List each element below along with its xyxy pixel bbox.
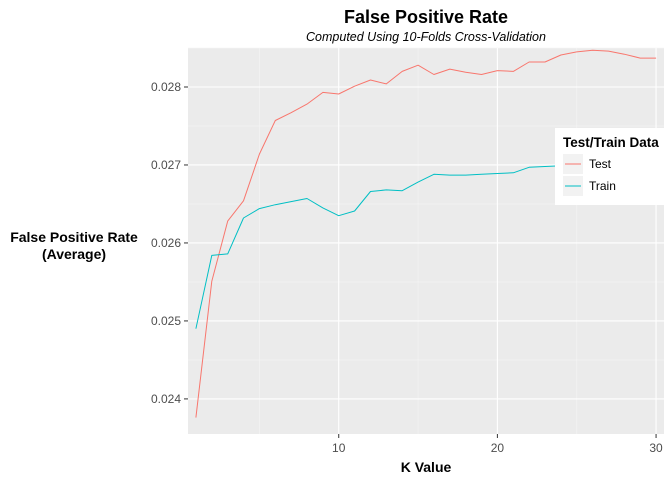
y-axis-title-line1: False Positive Rate [10,229,138,245]
legend-label-test: Test [589,157,612,171]
y-axis: 0.024 0.025 0.026 0.027 0.028 [151,80,188,406]
y-tick-label: 0.025 [151,314,181,328]
x-tick-label: 30 [649,441,663,455]
major-gridlines [188,48,664,434]
y-tick-label: 0.024 [151,392,181,406]
legend: Test/Train Data Test Train [555,128,672,205]
legend-label-train: Train [589,179,616,193]
x-tick-label: 10 [332,441,346,455]
y-tick-label: 0.027 [151,158,181,172]
legend-title: Test/Train Data [563,135,659,150]
x-tick-label: 20 [491,441,505,455]
x-axis-title: K Value [401,459,452,475]
chart-subtitle: Computed Using 10-Folds Cross-Validation [306,30,546,44]
x-axis: 10 20 30 [332,434,663,455]
y-axis-title-line2: (Average) [42,246,106,262]
y-tick-label: 0.026 [151,236,181,250]
series-line-test [195,49,657,418]
chart-title: False Positive Rate [344,7,508,27]
y-tick-label: 0.028 [151,80,181,94]
plot-panel [188,48,664,434]
legend-items: Test Train [563,154,616,196]
